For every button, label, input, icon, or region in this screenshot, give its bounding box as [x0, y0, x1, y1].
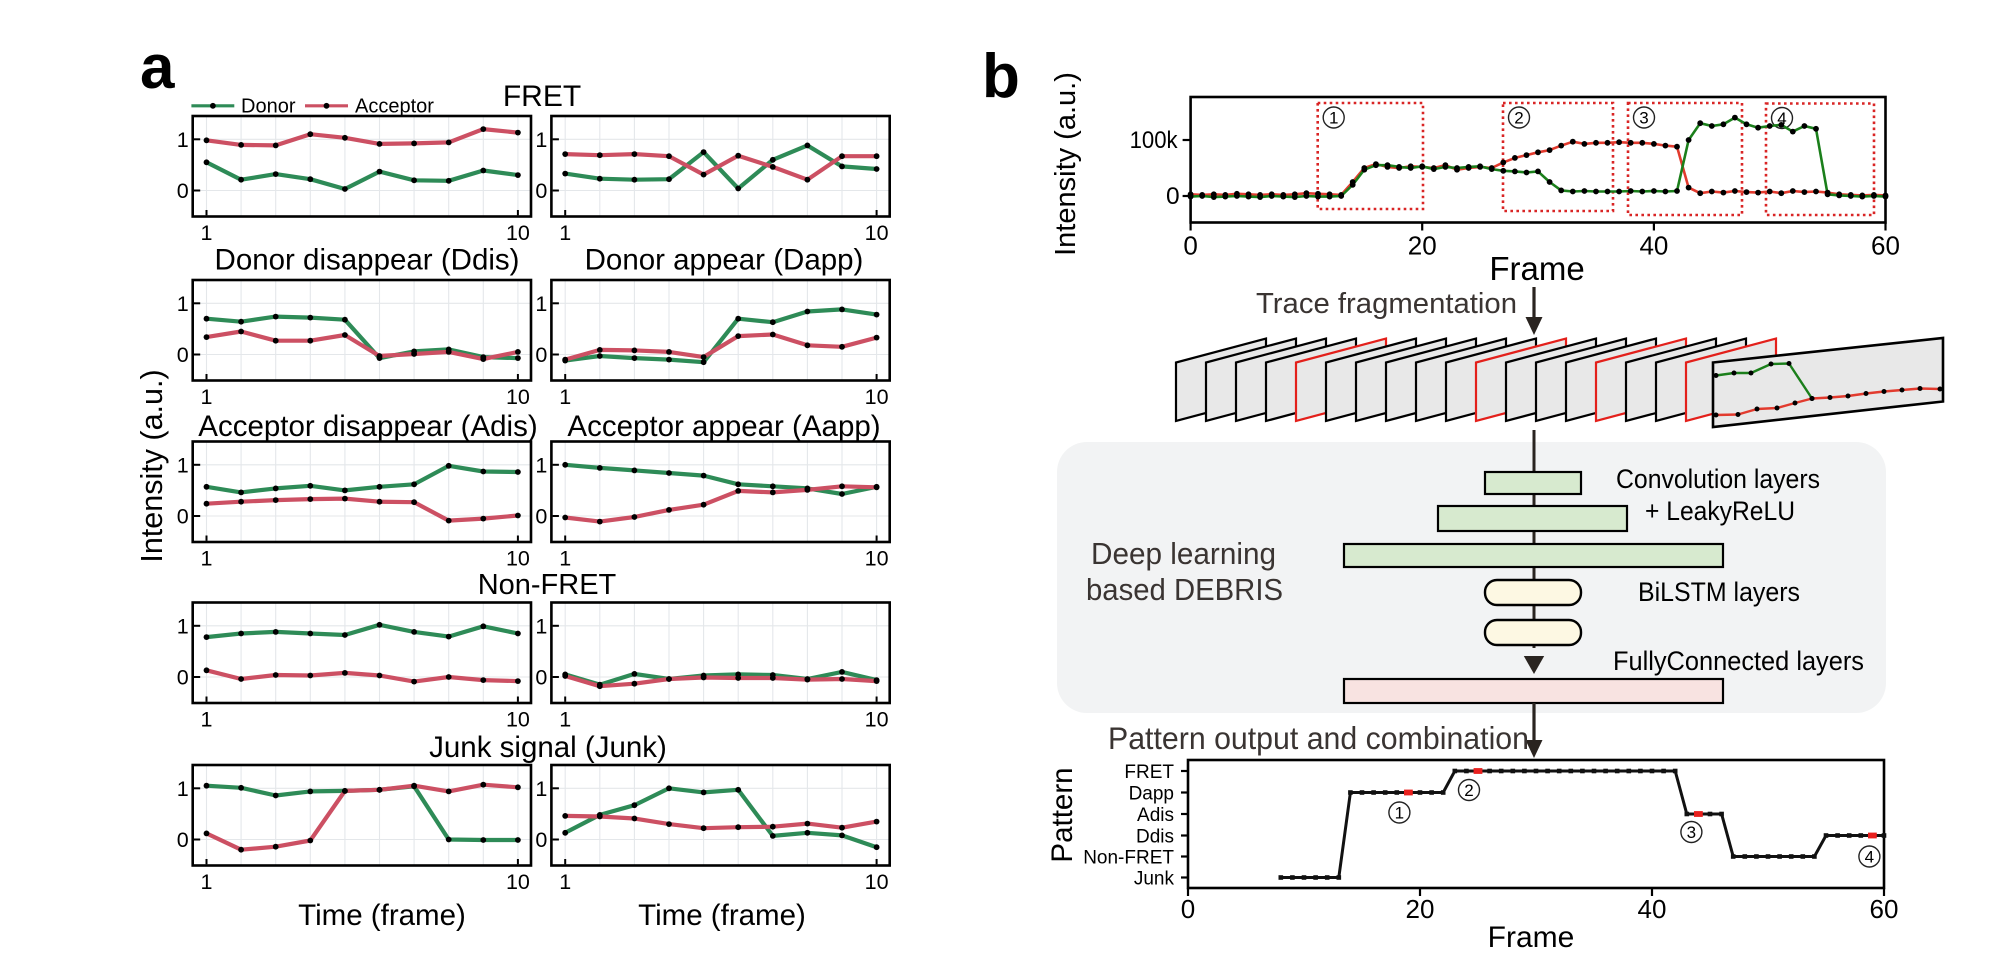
- svg-text:Convolution layers: Convolution layers: [1616, 464, 1820, 494]
- svg-text:1: 1: [177, 453, 189, 477]
- svg-text:2: 2: [1464, 781, 1473, 800]
- svg-text:10: 10: [506, 708, 530, 732]
- svg-text:0: 0: [535, 505, 547, 529]
- svg-text:a: a: [140, 33, 175, 102]
- svg-text:Pattern: Pattern: [1046, 767, 1079, 862]
- svg-text:1: 1: [559, 547, 571, 571]
- svg-text:Donor appear (Dapp): Donor appear (Dapp): [585, 244, 864, 277]
- svg-text:based DEBRIS: based DEBRIS: [1086, 572, 1283, 607]
- svg-text:10: 10: [506, 385, 530, 409]
- svg-text:0: 0: [1183, 231, 1197, 261]
- svg-text:1: 1: [559, 385, 571, 409]
- svg-text:Time (frame): Time (frame): [638, 899, 806, 932]
- svg-text:+ LeakyReLU: + LeakyReLU: [1645, 496, 1795, 526]
- svg-text:FullyConnected layers: FullyConnected layers: [1613, 646, 1864, 676]
- svg-text:20: 20: [1408, 231, 1437, 261]
- svg-text:3: 3: [1639, 109, 1648, 128]
- svg-text:40: 40: [1638, 894, 1667, 924]
- svg-text:Junk: Junk: [1134, 868, 1175, 889]
- svg-text:FRET: FRET: [503, 80, 581, 113]
- svg-text:1: 1: [1329, 109, 1338, 128]
- svg-text:0: 0: [177, 179, 189, 203]
- svg-text:0: 0: [1181, 894, 1195, 924]
- svg-text:1: 1: [201, 547, 213, 571]
- svg-text:0: 0: [177, 343, 189, 367]
- svg-text:1: 1: [559, 870, 571, 894]
- svg-text:Dapp: Dapp: [1129, 783, 1174, 804]
- svg-text:1: 1: [535, 614, 547, 638]
- svg-text:Acceptor: Acceptor: [355, 95, 434, 117]
- svg-text:1: 1: [535, 777, 547, 801]
- svg-text:0: 0: [535, 343, 547, 367]
- svg-text:0: 0: [1166, 183, 1180, 210]
- svg-text:1: 1: [201, 221, 213, 245]
- svg-text:Pattern output and combination: Pattern output and combination: [1108, 720, 1529, 756]
- svg-text:Deep learning: Deep learning: [1091, 536, 1276, 571]
- svg-text:Junk signal (Junk): Junk signal (Junk): [429, 731, 667, 764]
- svg-text:Trace fragmentation: Trace fragmentation: [1256, 288, 1517, 320]
- svg-text:Frame: Frame: [1488, 921, 1575, 954]
- svg-text:Non-FRET: Non-FRET: [1083, 847, 1174, 868]
- svg-text:60: 60: [1870, 894, 1899, 924]
- svg-text:1: 1: [535, 128, 547, 152]
- svg-text:Donor: Donor: [241, 95, 296, 117]
- svg-text:0: 0: [177, 828, 189, 852]
- svg-text:BiLSTM layers: BiLSTM layers: [1638, 577, 1800, 607]
- svg-text:Donor disappear (Ddis): Donor disappear (Ddis): [215, 244, 520, 277]
- svg-text:b: b: [982, 42, 1020, 111]
- svg-text:1: 1: [177, 614, 189, 638]
- svg-text:3: 3: [1687, 823, 1696, 842]
- svg-text:Acceptor disappear (Adis): Acceptor disappear (Adis): [198, 410, 537, 443]
- svg-text:10: 10: [865, 385, 889, 409]
- svg-text:60: 60: [1871, 231, 1900, 261]
- svg-text:Time (frame): Time (frame): [298, 899, 466, 932]
- svg-text:0: 0: [177, 505, 189, 529]
- svg-text:10: 10: [865, 221, 889, 245]
- svg-text:1: 1: [177, 777, 189, 801]
- svg-text:1: 1: [535, 453, 547, 477]
- svg-text:1: 1: [201, 385, 213, 409]
- svg-text:FRET: FRET: [1124, 762, 1174, 783]
- svg-text:Frame: Frame: [1489, 250, 1584, 287]
- svg-text:Adis: Adis: [1137, 805, 1174, 826]
- svg-text:4: 4: [1865, 848, 1874, 867]
- svg-text:10: 10: [865, 708, 889, 732]
- svg-text:1: 1: [535, 292, 547, 316]
- svg-text:10: 10: [506, 221, 530, 245]
- svg-text:1: 1: [201, 870, 213, 894]
- svg-text:40: 40: [1639, 231, 1668, 261]
- svg-text:10: 10: [506, 547, 530, 571]
- svg-text:1: 1: [559, 708, 571, 732]
- svg-text:Acceptor appear (Aapp): Acceptor appear (Aapp): [567, 410, 880, 443]
- svg-text:20: 20: [1406, 894, 1435, 924]
- svg-text:1: 1: [559, 221, 571, 245]
- svg-text:10: 10: [865, 547, 889, 571]
- svg-text:10: 10: [865, 870, 889, 894]
- svg-text:100k: 100k: [1130, 127, 1179, 154]
- svg-text:1: 1: [1395, 804, 1404, 823]
- svg-text:1: 1: [177, 292, 189, 316]
- svg-text:1: 1: [201, 708, 213, 732]
- svg-text:0: 0: [535, 828, 547, 852]
- svg-text:10: 10: [506, 870, 530, 894]
- svg-text:0: 0: [535, 666, 547, 690]
- svg-text:Intensity (a.u.): Intensity (a.u.): [1050, 72, 1082, 256]
- svg-text:Non-FRET: Non-FRET: [478, 569, 617, 601]
- svg-text:2: 2: [1514, 109, 1523, 128]
- svg-text:4: 4: [1777, 109, 1786, 128]
- svg-text:1: 1: [177, 128, 189, 152]
- svg-text:Ddis: Ddis: [1136, 826, 1174, 847]
- svg-text:0: 0: [535, 179, 547, 203]
- svg-text:Intensity (a.u.): Intensity (a.u.): [135, 369, 169, 562]
- svg-text:0: 0: [177, 666, 189, 690]
